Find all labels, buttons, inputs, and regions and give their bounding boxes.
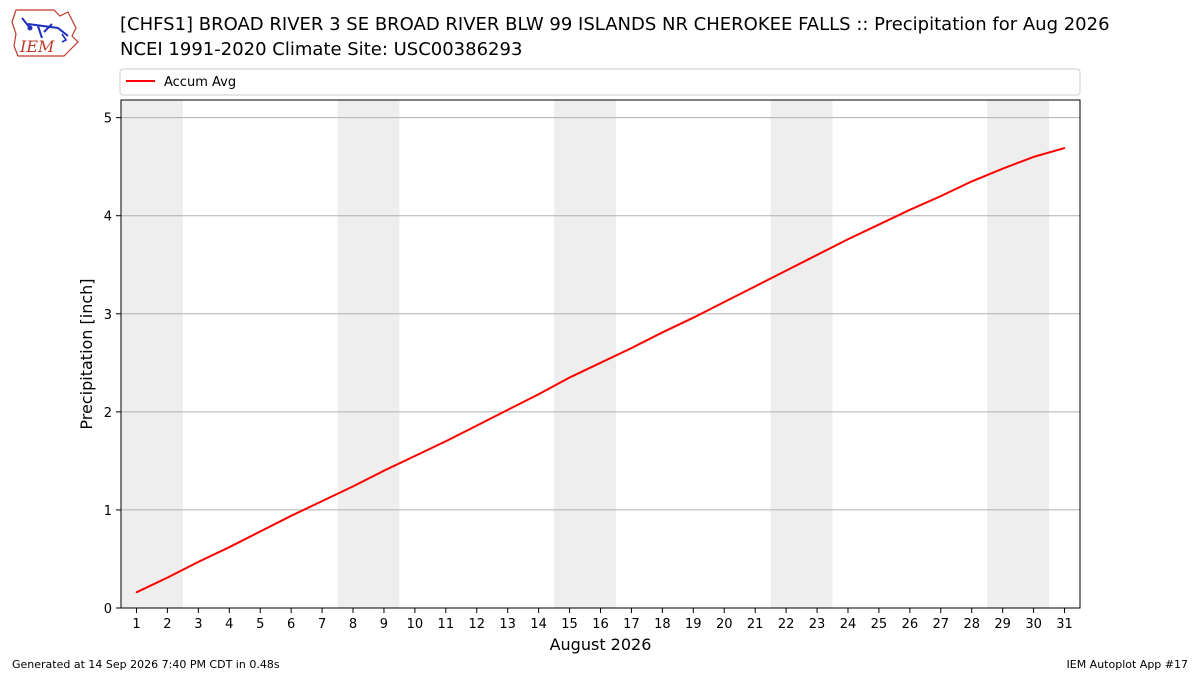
data-point-0-14 [537,393,540,396]
legend-box [119,68,1081,96]
data-point-0-27 [939,195,942,197]
x-tick-label-14: 14 [530,617,547,632]
x-tick-label-8: 8 [349,617,357,632]
data-point-0-3 [197,561,200,563]
data-point-0-26 [909,209,911,211]
x-tick-label-29: 29 [994,617,1011,632]
iem-logo: IEM [11,9,79,57]
y-tick-label-5: 5 [104,112,112,127]
data-point-0-1 [135,591,138,594]
y-tick-label-4: 4 [104,210,112,225]
x-tick-label-26: 26 [902,617,919,632]
x-tick-label-7: 7 [318,617,326,632]
x-tick-label-20: 20 [716,617,733,632]
data-point-0-21 [754,285,756,288]
data-point-0-28 [970,180,973,183]
weekend-shade-0 [121,100,183,608]
data-point-0-12 [475,424,478,427]
data-point-0-9 [383,469,385,472]
data-point-0-30 [1032,156,1035,158]
data-point-0-18 [661,331,664,334]
weekend-shade-4 [987,100,1050,608]
svg-text:IEM: IEM [19,37,55,56]
generated-timestamp: Generated at 14 Sep 2026 7:40 PM CDT in … [12,658,280,671]
x-tick-label-5: 5 [256,617,264,632]
plot-frame [120,99,1081,609]
data-point-0-6 [290,515,292,517]
legend-label-0: Accum Avg [164,75,236,90]
x-tick-label-22: 22 [778,617,795,632]
weekend-shade-3 [770,100,833,608]
data-point-0-19 [692,316,695,319]
x-tick-label-21: 21 [747,617,764,632]
app-label: IEM Autoplot App #17 [1066,658,1189,671]
x-tick-label-16: 16 [592,617,609,632]
x-tick-label-18: 18 [654,617,671,632]
y-tick-label-0: 0 [104,602,112,617]
x-tick-label-2: 2 [163,617,171,632]
weekend-shade-1 [337,100,400,608]
y-tick-label-1: 1 [104,504,112,519]
data-point-0-24 [847,238,849,241]
y-axis-label: Precipitation [inch] [77,278,96,429]
weekend-shade-2 [554,100,616,608]
data-point-0-22 [785,269,787,272]
x-tick-label-30: 30 [1025,617,1042,632]
data-point-0-20 [723,301,726,303]
data-point-0-25 [878,223,880,226]
data-point-0-8 [352,485,354,488]
x-tick-label-19: 19 [685,617,702,632]
x-tick-label-23: 23 [809,617,826,632]
x-tick-label-25: 25 [871,617,888,632]
x-tick-label-3: 3 [194,617,202,632]
data-point-0-11 [445,440,447,443]
x-tick-label-17: 17 [623,617,640,632]
x-tick-label-24: 24 [840,617,857,632]
x-tick-label-31: 31 [1056,617,1073,632]
x-tick-label-10: 10 [407,617,424,632]
data-point-0-10 [414,455,416,457]
x-tick-label-11: 11 [438,617,455,632]
data-point-0-2 [166,576,169,579]
data-point-0-17 [630,347,633,349]
chart-title-block: [CHFS1] BROAD RIVER 3 SE BROAD RIVER BLW… [120,12,1110,62]
x-axis-label: August 2026 [550,635,652,654]
legend: Accum Avg [119,68,1081,96]
x-tick-label-4: 4 [225,617,233,632]
data-point-0-4 [228,546,231,548]
data-point-0-15 [568,376,571,379]
x-tick-label-27: 27 [933,617,950,632]
data-point-0-23 [816,254,818,256]
chart-subtitle: NCEI 1991-2020 Climate Site: USC00386293 [120,39,523,60]
x-tick-label-6: 6 [287,617,295,632]
data-point-0-13 [506,409,509,411]
x-tick-label-13: 13 [499,617,516,632]
y-tick-label-3: 3 [104,308,112,323]
x-tick-label-1: 1 [132,617,140,632]
data-point-0-29 [1001,167,1004,170]
data-point-0-7 [321,500,323,502]
data-point-0-31 [1063,147,1066,149]
data-point-0-5 [259,530,262,533]
x-tick-label-9: 9 [380,617,388,632]
x-tick-label-15: 15 [561,617,578,632]
chart-title: [CHFS1] BROAD RIVER 3 SE BROAD RIVER BLW… [120,14,1110,35]
x-tick-label-12: 12 [468,617,485,632]
x-tick-label-28: 28 [963,617,980,632]
y-tick-label-2: 2 [104,406,112,421]
data-point-0-16 [599,362,602,364]
